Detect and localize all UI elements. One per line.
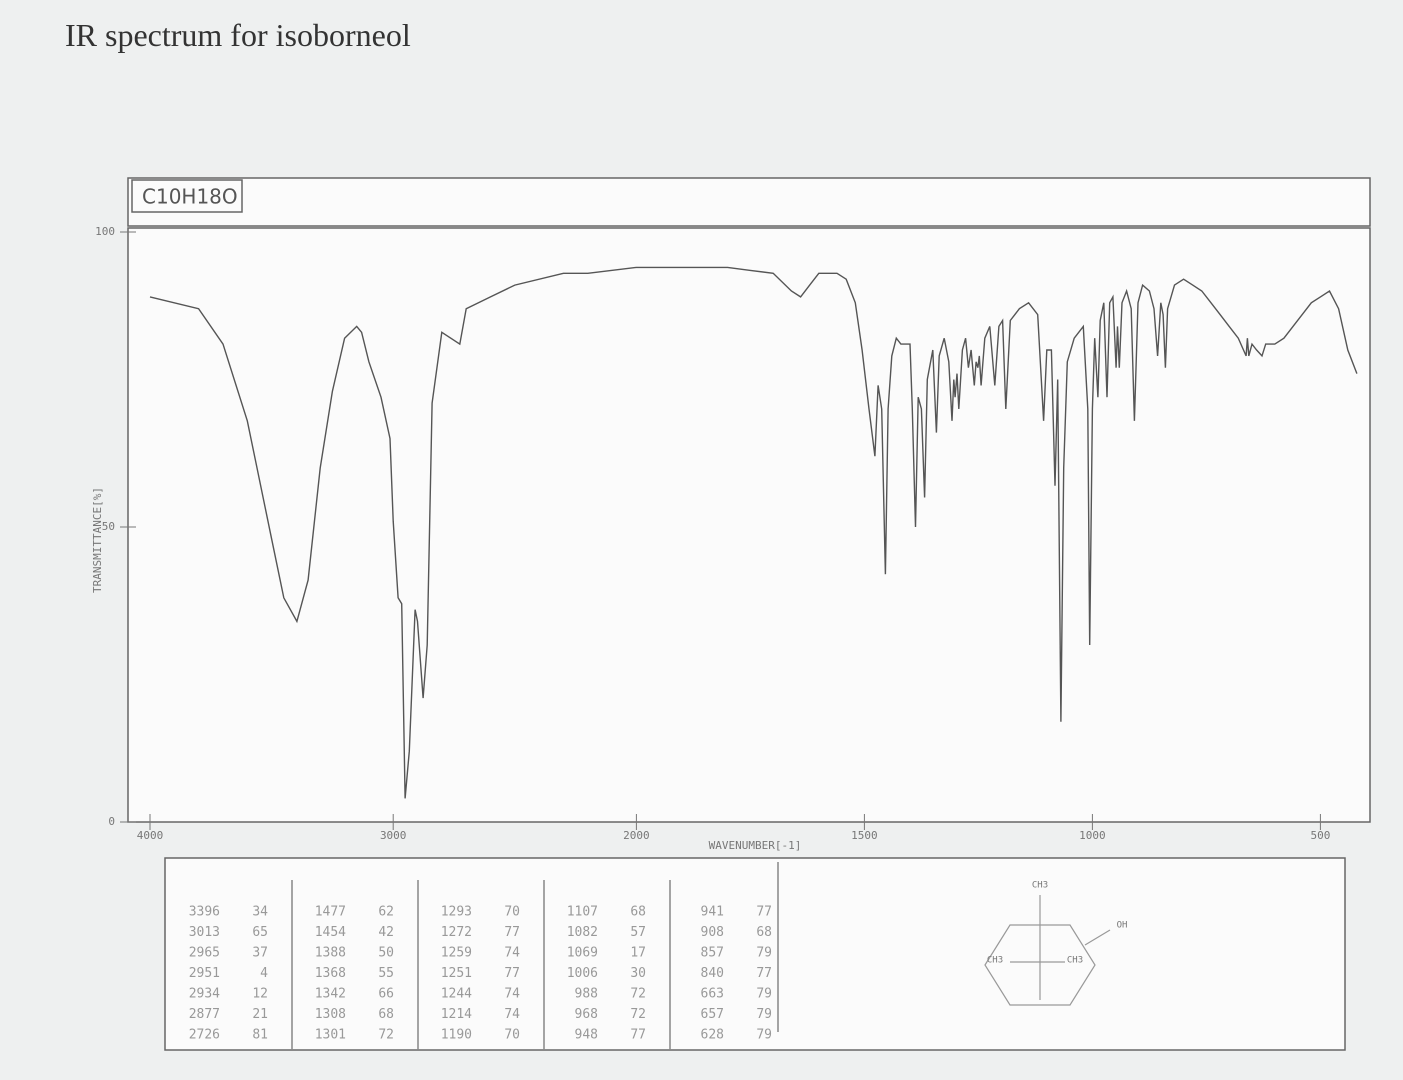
peak-transmittance: 68 [378,1007,394,1022]
peak-wavenumber: 2934 [189,987,220,1002]
bond [1084,929,1111,946]
y-tick-label: 0 [108,815,115,828]
page-title: IR spectrum for isoborneol [65,17,411,53]
x-tick-label: 3000 [380,829,407,842]
formula-box [127,177,1371,227]
x-tick-label: 500 [1310,829,1330,842]
y-axis-label: TRANSMITTANCE[%] [91,487,104,593]
peak-transmittance: 74 [504,946,520,961]
peak-wavenumber: 840 [701,966,724,981]
peak-wavenumber: 1251 [441,966,472,981]
peak-transmittance: 79 [756,1007,772,1022]
peak-transmittance: 70 [504,1028,520,1043]
x-tick-label: 4000 [137,829,164,842]
peak-wavenumber: 1477 [315,905,346,920]
peak-wavenumber: 1082 [567,925,598,940]
structure-drawing [984,895,1111,1006]
peak-transmittance: 77 [756,966,772,981]
peak-transmittance: 70 [504,905,520,920]
peak-transmittance: 65 [252,925,268,940]
peak-wavenumber: 1069 [567,946,598,961]
peak-transmittance: 79 [756,946,772,961]
peak-transmittance: 77 [630,1028,646,1043]
structure-label: CH3 [1067,956,1083,966]
peak-transmittance: 68 [756,925,772,940]
peak-wavenumber: 628 [701,1028,724,1043]
peak-wavenumber: 908 [701,925,724,940]
table-box [164,857,1346,1051]
peak-transmittance: 55 [378,966,394,981]
ring [984,924,1096,1006]
structure-label: OH [1117,921,1128,931]
peak-wavenumber: 1272 [441,925,472,940]
peak-transmittance: 21 [252,1007,268,1022]
peak-transmittance: 74 [504,987,520,1002]
peak-wavenumber: 1342 [315,987,346,1002]
peak-transmittance: 50 [378,946,394,961]
peak-transmittance: 72 [630,987,646,1002]
peak-transmittance: 12 [252,987,268,1002]
peak-transmittance: 81 [252,1028,268,1043]
peak-wavenumber: 657 [701,1007,724,1022]
peak-transmittance: 30 [630,966,646,981]
peak-wavenumber: 968 [575,1007,598,1022]
peak-transmittance: 77 [504,966,520,981]
peak-transmittance: 77 [504,925,520,940]
x-axis-label: WAVENUMBER[-1] [709,839,802,852]
formula-inner-box [131,179,243,213]
peak-transmittance: 66 [378,987,394,1002]
peak-wavenumber: 1107 [567,905,598,920]
peak-wavenumber: 1244 [441,987,472,1002]
peak-wavenumber: 2726 [189,1028,220,1043]
structure-label: CH3 [987,956,1003,966]
peak-wavenumber: 2877 [189,1007,220,1022]
peak-transmittance: 72 [378,1028,394,1043]
formula: C10H18O [142,185,238,209]
peak-transmittance: 57 [630,925,646,940]
column-dividers [291,862,779,1050]
y-tick-label: 50 [102,520,115,533]
x-tick-label: 2000 [623,829,650,842]
peak-wavenumber: 1293 [441,905,472,920]
peak-wavenumber: 988 [575,987,598,1002]
y-tick-label: 100 [95,225,115,238]
peak-wavenumber: 1308 [315,1007,346,1022]
peak-transmittance: 79 [756,987,772,1002]
spectrum-line [149,266,1358,799]
peak-transmittance: 77 [756,905,772,920]
peak-wavenumber: 1006 [567,966,598,981]
peak-wavenumber: 1368 [315,966,346,981]
peak-wavenumber: 1214 [441,1007,472,1022]
peak-transmittance: 37 [252,946,268,961]
peak-transmittance: 62 [378,905,394,920]
peak-wavenumber: 1190 [441,1028,472,1043]
peak-wavenumber: 941 [701,905,724,920]
peak-wavenumber: 948 [575,1028,598,1043]
peak-wavenumber: 2951 [189,966,220,981]
peak-transmittance: 34 [252,905,268,920]
peak-wavenumber: 3013 [189,925,220,940]
peak-wavenumber: 663 [701,987,724,1002]
peak-transmittance: 72 [630,1007,646,1022]
peak-transmittance: 17 [630,946,646,961]
peak-wavenumber: 2965 [189,946,220,961]
peak-wavenumber: 1454 [315,925,346,940]
peak-wavenumber: 3396 [189,905,220,920]
x-tick-label: 1500 [851,829,878,842]
peak-transmittance: 68 [630,905,646,920]
peak-wavenumber: 1388 [315,946,346,961]
peak-transmittance: 74 [504,1007,520,1022]
peak-transmittance: 79 [756,1028,772,1043]
structure-label: CH3 [1032,881,1048,891]
peak-transmittance: 42 [378,925,394,940]
peak-wavenumber: 1301 [315,1028,346,1043]
peak-wavenumber: 1259 [441,946,472,961]
x-tick-label: 1000 [1079,829,1106,842]
peak-wavenumber: 857 [701,946,724,961]
peak-transmittance: 4 [260,966,268,981]
